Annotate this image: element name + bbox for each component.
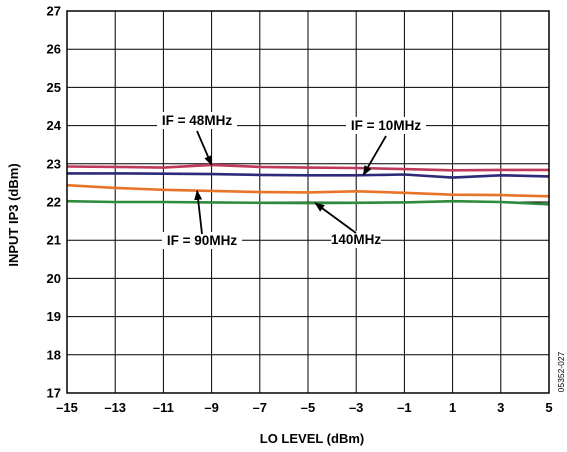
- y-tick-label: 18: [47, 347, 61, 362]
- callout-arrow: [194, 189, 203, 235]
- x-tick-label: –1: [397, 400, 411, 415]
- callout-arrow: [196, 130, 213, 166]
- x-tick-label: –11: [153, 400, 174, 415]
- x-tick-label: 5: [545, 400, 552, 415]
- y-tick-label: 27: [47, 4, 61, 19]
- callout-label: IF = 48MHz: [162, 113, 232, 128]
- x-tick-label: –3: [349, 400, 363, 415]
- callout-label: IF = 90MHz: [167, 233, 237, 248]
- x-tick-label: 3: [497, 400, 504, 415]
- y-tick-labels: 17 18 19 20 21 22 23 24 25 26 27: [47, 4, 62, 401]
- y-tick-label: 17: [47, 386, 61, 401]
- y-tick-label: 21: [47, 233, 61, 248]
- callout-background: [162, 232, 242, 249]
- callout-background: [157, 112, 237, 129]
- callout-label: 140MHz: [331, 232, 382, 247]
- figure-code: 05352-027: [556, 351, 566, 392]
- y-tick-label: 22: [47, 195, 61, 210]
- y-tick-label: 20: [47, 271, 61, 286]
- x-tick-label: –5: [301, 400, 315, 415]
- x-tick-labels: –15 –13 –11 –9 –7 –5 –3 –1 1 3 5: [56, 400, 552, 415]
- x-tick-label: 1: [449, 400, 456, 415]
- y-tick-label: 23: [47, 156, 61, 171]
- callout-background: [331, 231, 381, 248]
- series-line: [66, 163, 549, 172]
- callout-arrow: [362, 135, 387, 176]
- x-tick-label: –13: [104, 400, 126, 415]
- callout-background: [346, 117, 426, 134]
- callout-label: IF = 10MHz: [351, 118, 421, 133]
- callout-arrow: [314, 202, 357, 234]
- plot-border: [66, 10, 550, 394]
- x-tick-label: –7: [253, 400, 267, 415]
- x-tick-label: –15: [56, 400, 78, 415]
- y-axis-label: INPUT IP3 (dBm): [6, 163, 21, 266]
- y-tick-label: 26: [47, 42, 61, 57]
- y-tick-label: 19: [47, 309, 61, 324]
- callouts: IF = 48MHz IF = 10MHz IF = 90MHz 140MHz: [157, 112, 426, 249]
- x-axis-label: LO LEVEL (dBm): [260, 431, 364, 446]
- series-line: [66, 199, 550, 206]
- plot-frame: [66, 10, 550, 394]
- y-tick-label: 24: [47, 118, 62, 133]
- series-line: [66, 183, 550, 198]
- series-line: [67, 172, 550, 179]
- y-tick-label: 25: [47, 80, 61, 95]
- data-series: [66, 163, 550, 206]
- x-tick-label: –9: [204, 400, 218, 415]
